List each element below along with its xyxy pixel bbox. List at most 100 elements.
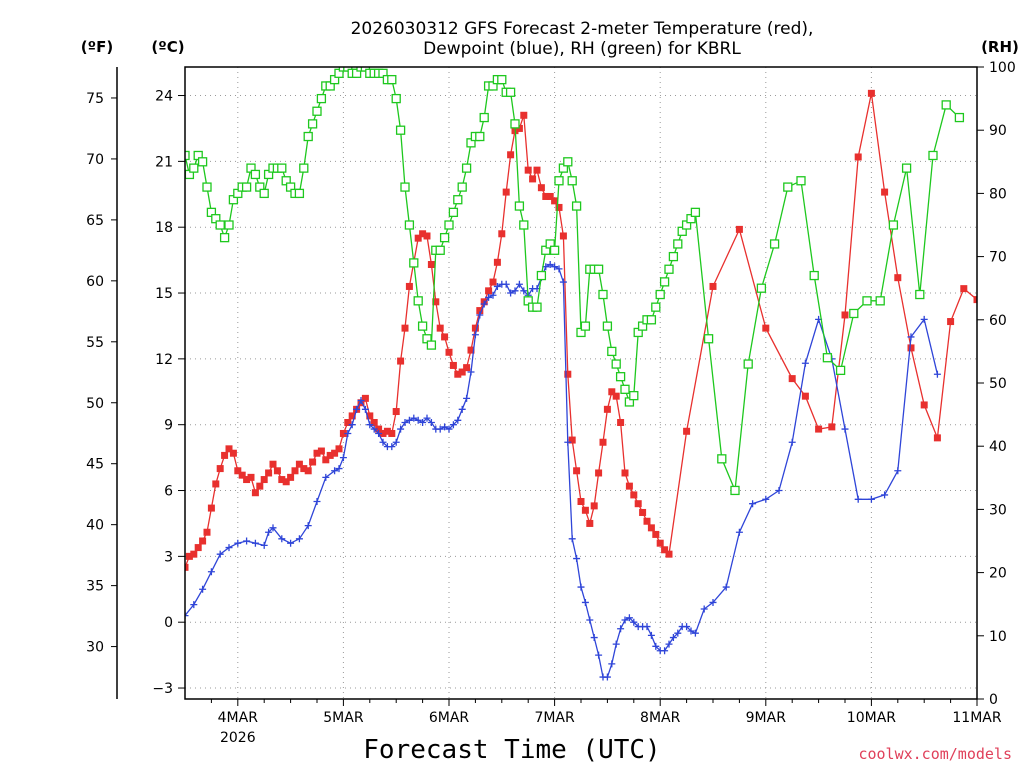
dewpoint-point <box>185 612 189 620</box>
dewpoint-point <box>907 333 915 341</box>
dewpoint-point <box>507 289 515 297</box>
rh-point <box>197 157 208 167</box>
temperature-point <box>344 419 352 426</box>
temperature-point <box>665 550 673 558</box>
temperature-point <box>247 473 255 481</box>
temperature-point <box>304 467 312 475</box>
rh-point <box>250 169 261 180</box>
temperature-point <box>595 469 603 477</box>
rh-point <box>514 201 525 211</box>
celsius-unit-label: (ºC) <box>151 38 184 56</box>
dewpoint-point <box>331 467 339 475</box>
temperature-point <box>401 324 409 332</box>
temperature-point <box>370 419 378 426</box>
temperature-point <box>216 465 224 473</box>
temperature-point <box>185 552 193 560</box>
rh-point <box>602 321 613 331</box>
fahrenheit-tick-label: 55 <box>86 335 104 351</box>
temperature-point <box>621 469 629 477</box>
temperature-point <box>573 467 581 475</box>
fahrenheit-unit-label: (ºF) <box>81 38 113 56</box>
dewpoint-point <box>612 640 620 648</box>
dewpoint-point <box>278 535 286 543</box>
rh-point <box>435 245 445 255</box>
x-tick-sublabel: 2026 <box>220 730 256 746</box>
rh-point <box>312 106 322 116</box>
rh-point <box>611 359 621 369</box>
rh-point <box>673 239 683 249</box>
rh-point <box>554 176 564 186</box>
temperature-point <box>278 476 286 484</box>
rh-point <box>743 359 753 369</box>
temperature-point <box>291 467 299 475</box>
rh-point <box>915 289 925 300</box>
x-tick-label: 6MAR <box>429 710 470 726</box>
fahrenheit-tick-label: 40 <box>86 518 104 534</box>
temperature-point <box>295 460 303 468</box>
dewpoint-point <box>410 414 418 422</box>
temperature-point <box>379 429 387 437</box>
dewpoint-point <box>643 623 651 631</box>
dewpoint-point <box>476 311 484 319</box>
dewpoint-point <box>344 429 352 437</box>
dewpoint-point <box>586 616 594 624</box>
dewpoint-point <box>735 528 743 536</box>
rh-point <box>395 125 406 135</box>
dewpoint-point <box>313 498 321 505</box>
dewpoint-point <box>419 419 427 426</box>
fahrenheit-tick-label: 70 <box>86 152 104 168</box>
rh-point <box>185 150 190 161</box>
temperature-point <box>313 449 321 457</box>
temperature-point <box>260 476 268 484</box>
rh-point <box>497 74 507 85</box>
dewpoint-point <box>251 539 259 547</box>
temperature-point <box>454 370 462 378</box>
temperature-point <box>841 311 849 319</box>
dewpoint-point <box>647 631 655 639</box>
fahrenheit-tick-label: 65 <box>86 213 104 229</box>
dewpoint-point <box>595 651 603 659</box>
dewpoint-point <box>603 673 611 681</box>
temperature-point <box>533 166 541 174</box>
rh-point <box>510 119 520 129</box>
rh-point <box>769 239 780 249</box>
celsius-tick-label: 6 <box>164 484 173 500</box>
dewpoint-point <box>559 278 567 286</box>
celsius-tick-label: 12 <box>155 352 173 368</box>
temperature-point <box>212 480 220 488</box>
dewpoint-point <box>243 537 251 545</box>
dewpoint-point <box>709 598 717 606</box>
dewpoint-point <box>920 315 928 323</box>
rh-point <box>598 289 608 300</box>
dewpoint-point <box>841 425 849 433</box>
temperature-point <box>639 508 647 516</box>
fahrenheit-tick-label: 50 <box>86 396 104 412</box>
dewpoint-point <box>375 429 383 437</box>
chart-title: 2026030312 GFS Forecast 2-meter Temperat… <box>351 19 814 39</box>
dewpoint-point <box>551 263 559 271</box>
dewpoint-point <box>458 405 466 413</box>
chart-subtitle: Dewpoint (blue), RH (green) for KBRL <box>423 39 741 59</box>
dewpoint-point <box>414 416 422 424</box>
rh-point <box>563 157 573 167</box>
dewpoint-point <box>392 438 400 446</box>
fahrenheit-tick-label: 35 <box>86 579 104 595</box>
dewpoint-point <box>590 634 598 642</box>
temperature-point <box>529 175 537 183</box>
temperature-point <box>683 427 691 435</box>
rh-point <box>417 321 428 331</box>
temperature-point <box>625 482 633 490</box>
temperature-point <box>947 318 955 326</box>
rh-point <box>224 220 234 230</box>
rh-tick-label: 10 <box>989 629 1007 645</box>
rh-point <box>593 264 604 274</box>
x-axis-label: Forecast Time (UTC) <box>363 735 660 765</box>
rh-point <box>532 302 542 312</box>
temperature-point <box>867 89 875 97</box>
rh-point <box>567 176 577 186</box>
rh-point <box>875 296 885 306</box>
rh-point <box>475 131 485 142</box>
x-tick-label: 9MAR <box>746 710 787 726</box>
rh-point <box>651 302 661 312</box>
celsius-tick-label: 3 <box>164 549 173 565</box>
